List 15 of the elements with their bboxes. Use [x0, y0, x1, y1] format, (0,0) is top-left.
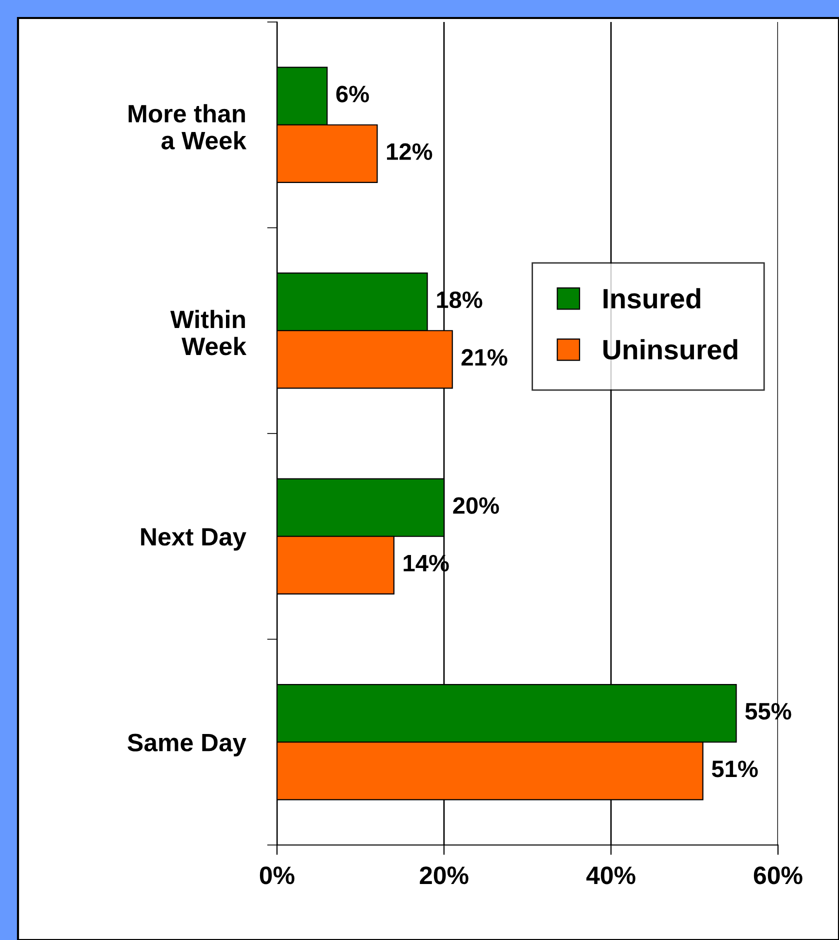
data-label: 6% — [336, 86, 369, 102]
legend-label: Uninsured — [603, 339, 738, 360]
x-tick-label: 20% — [420, 866, 468, 884]
y-tick-label: Next Day — [141, 528, 246, 551]
x-tick-label: 60% — [754, 866, 802, 884]
y-tick-label: More than a Week — [128, 104, 246, 150]
data-label: 12% — [387, 143, 432, 160]
y-tick-label: Within Week — [170, 310, 246, 356]
data-label: 20% — [453, 497, 499, 514]
x-tick-label: 0% — [260, 866, 294, 884]
y-tick-label: Same Day — [128, 734, 246, 756]
data-label: 21% — [462, 349, 508, 366]
legend-label: Insured — [604, 288, 700, 309]
x-tick-label: 40% — [586, 866, 636, 884]
data-label: 51% — [712, 760, 758, 778]
